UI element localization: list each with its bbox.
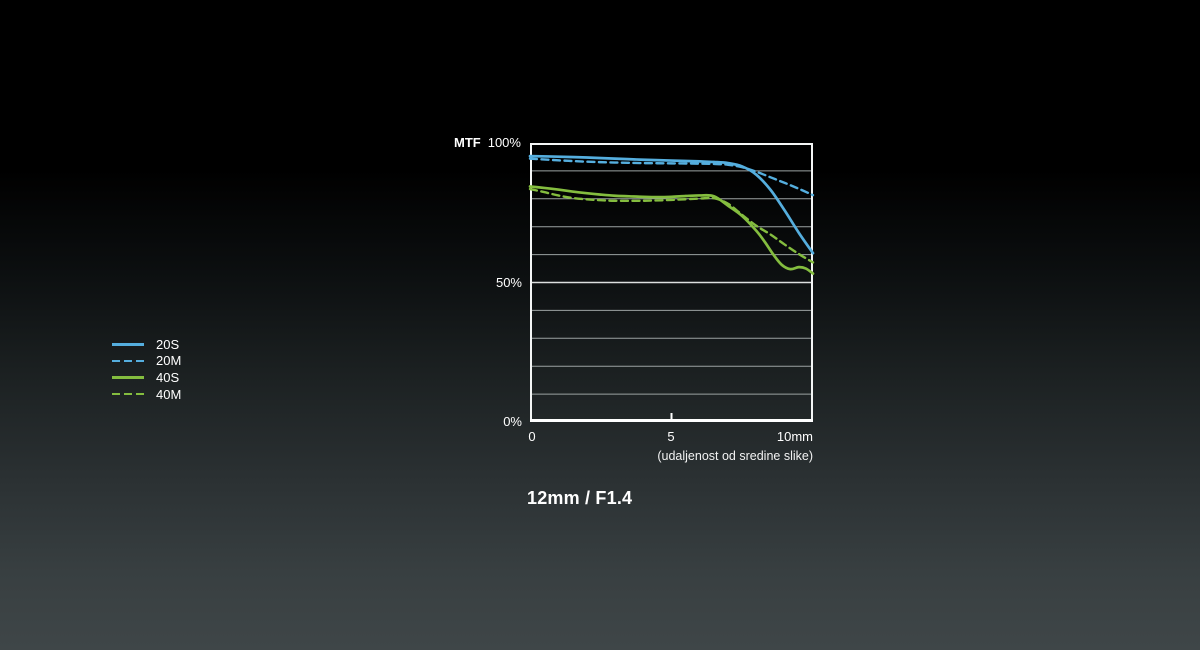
y-tick-0: 0% [503,414,522,429]
x-axis-caption: (udaljenost od sredine slike) [657,449,813,463]
x-tick-5: 5 [667,429,675,444]
series-line-20m [528,157,815,197]
legend-label: 20M [156,353,182,369]
lens-title: 12mm / F1.4 [527,488,633,508]
series-line-40s [528,185,815,275]
series-line-40m [528,187,815,264]
y-axis-header: MTF 100% [454,136,521,150]
legend-dashed-line-icon [112,392,144,396]
legend-label: 20S [156,336,180,352]
legend-label: 40S [156,369,180,385]
legend-item-40s: 40S [112,369,181,386]
legend-item-20m: 20M [112,353,181,370]
series-line-20s [528,154,815,255]
legend-label: 40M [156,386,182,402]
mtf-plot-area [528,143,815,422]
legend-item-40m: 40M [112,386,181,403]
x-tick-10mm: 10mm [776,429,813,444]
mtf-axis-label: MTF [454,135,481,150]
legend-item-20s: 20S [112,336,181,353]
legend-solid-line-icon [112,343,144,346]
legend-solid-line-icon [112,376,144,379]
chart-legend: 20S 20M 40S 40M [112,336,181,402]
legend-dashed-line-icon [112,359,144,363]
x-tick-0: 0 [528,429,536,444]
y-tick-50: 50% [495,275,522,290]
y-tick-100: 100% [487,135,521,150]
